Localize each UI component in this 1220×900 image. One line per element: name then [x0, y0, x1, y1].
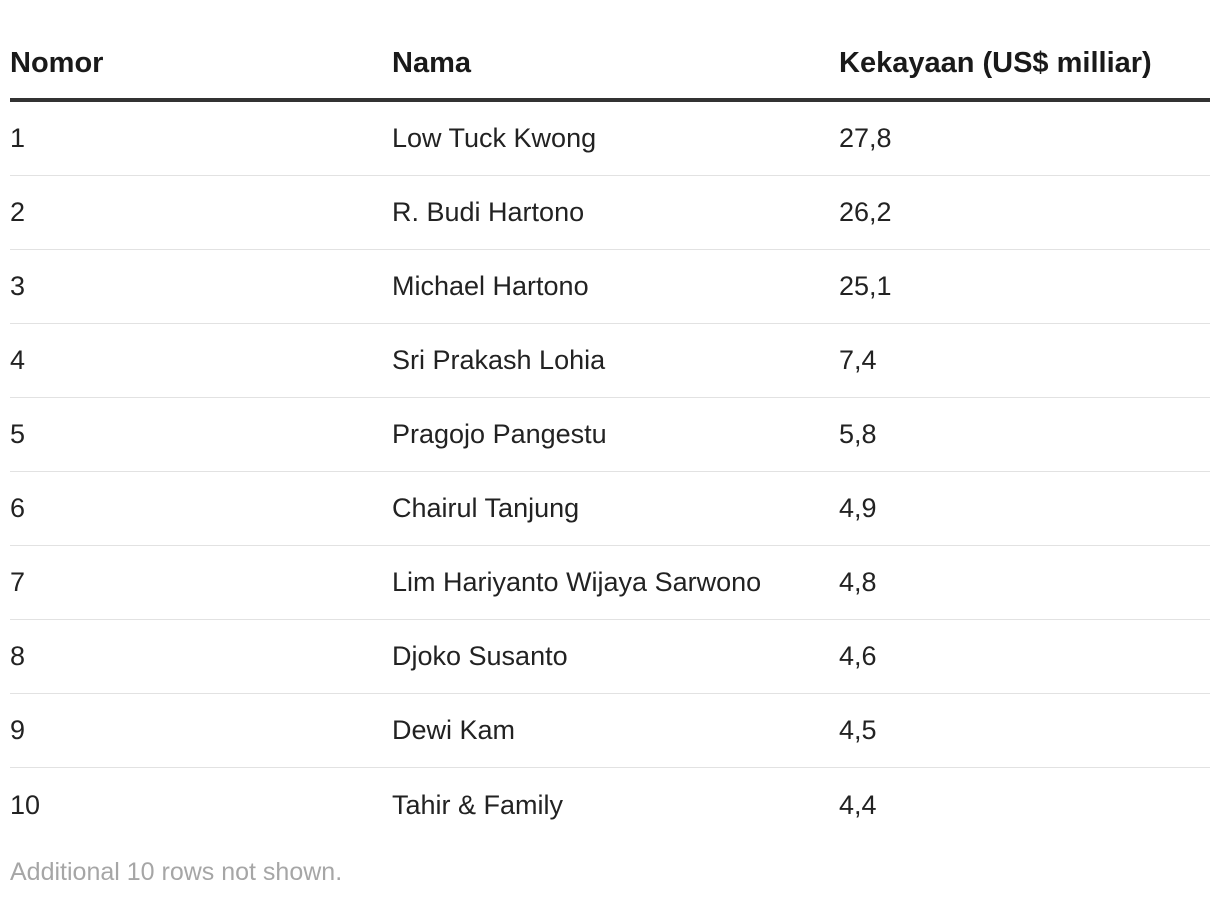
table-row: 5 Pragojo Pangestu 5,8	[10, 398, 1210, 472]
rank-cell: 1	[10, 123, 26, 153]
column-header-rank[interactable]: Nomor	[10, 46, 104, 79]
name-cell: R. Budi Hartono	[392, 197, 585, 227]
table-row: 9 Dewi Kam 4,5	[10, 694, 1210, 768]
name-cell: Tahir & Family	[392, 789, 564, 820]
table-row: 4 Sri Prakash Lohia 7,4	[10, 324, 1210, 398]
rank-cell: 8	[10, 641, 26, 671]
wealth-cell: 26,2	[839, 197, 892, 227]
wealth-cell: 25,1	[839, 271, 892, 301]
rank-cell: 2	[10, 197, 26, 227]
table-row: 10 Tahir & Family 4,4	[10, 768, 1210, 842]
table-row: 8 Djoko Susanto 4,6	[10, 620, 1210, 694]
table-row: 3 Michael Hartono 25,1	[10, 250, 1210, 324]
column-header-wealth[interactable]: Kekayaan (US$ milliar)	[839, 46, 1152, 79]
name-cell: Sri Prakash Lohia	[392, 345, 606, 375]
name-cell: Dewi Kam	[392, 715, 516, 745]
wealth-table: Nomor Nama Kekayaan (US$ milliar) 1 Low T…	[10, 26, 1210, 842]
wealth-cell: 4,4	[839, 789, 877, 820]
name-cell: Chairul Tanjung	[392, 493, 580, 523]
name-cell: Low Tuck Kwong	[392, 123, 597, 153]
column-header-name[interactable]: Nama	[392, 46, 471, 79]
rank-cell: 7	[10, 567, 26, 597]
wealth-cell: 5,8	[839, 419, 877, 449]
wealth-cell: 4,5	[839, 715, 877, 745]
name-cell: Pragojo Pangestu	[392, 419, 607, 449]
rank-cell: 9	[10, 715, 26, 745]
rank-cell: 10	[10, 789, 41, 820]
wealth-cell: 27,8	[839, 123, 892, 153]
table-row: 7 Lim Hariyanto Wijaya Sarwono 4,8	[10, 546, 1210, 620]
rank-cell: 3	[10, 271, 26, 301]
rows-hidden-note: Additional 10 rows not shown.	[10, 858, 343, 886]
name-cell: Michael Hartono	[392, 271, 589, 301]
wealth-cell: 4,8	[839, 567, 877, 597]
wealth-cell: 4,6	[839, 641, 877, 671]
wealth-cell: 4,9	[839, 493, 877, 523]
rank-cell: 6	[10, 493, 26, 523]
rank-cell: 5	[10, 419, 26, 449]
table-row: 1 Low Tuck Kwong 27,8	[10, 102, 1210, 176]
table-row: 2 R. Budi Hartono 26,2	[10, 176, 1210, 250]
name-cell: Djoko Susanto	[392, 641, 568, 671]
table-row: 6 Chairul Tanjung 4,9	[10, 472, 1210, 546]
wealth-cell: 7,4	[839, 345, 877, 375]
rank-cell: 4	[10, 345, 26, 375]
table-header: Nomor Nama Kekayaan (US$ milliar)	[10, 26, 1210, 102]
table-body: 1 Low Tuck Kwong 27,8 2 R. Budi Hartono 26,2 3…	[10, 102, 1210, 842]
name-cell: Lim Hariyanto Wijaya Sarwono	[392, 567, 762, 597]
